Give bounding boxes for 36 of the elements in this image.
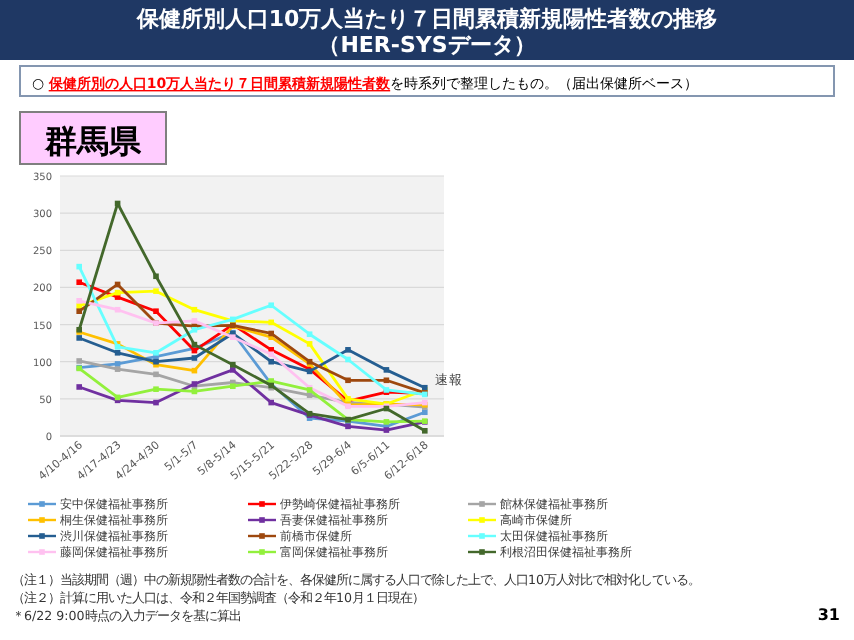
point (153, 399, 159, 406)
point (153, 371, 159, 378)
point (153, 273, 159, 280)
point (76, 358, 82, 364)
point (268, 399, 274, 406)
chart-title: 保健所別人口10万人当たり７日間累積新規陽性者数の推移 (134, 6, 718, 32)
point (76, 298, 82, 304)
point (345, 356, 351, 363)
text: 群馬県 (43, 122, 143, 160)
point (383, 367, 390, 373)
point (268, 319, 274, 326)
line-series (76, 330, 428, 391)
point (230, 361, 236, 368)
point (191, 318, 198, 324)
text: 31 (817, 606, 841, 624)
point (306, 331, 313, 338)
point (191, 306, 198, 313)
point (345, 423, 351, 430)
point (76, 263, 82, 270)
point (422, 428, 428, 434)
point (422, 409, 428, 416)
line-series (76, 200, 428, 434)
point (268, 302, 274, 309)
point (114, 306, 121, 313)
point (76, 384, 82, 390)
point (114, 366, 121, 372)
point (383, 377, 390, 384)
point (383, 419, 390, 425)
point (76, 335, 82, 341)
point (345, 377, 351, 384)
point (268, 358, 274, 365)
point (114, 350, 121, 356)
point (306, 341, 313, 347)
point (76, 279, 82, 286)
point (191, 355, 198, 361)
chart-subtitle: （HER-SYSデータ） (318, 32, 536, 58)
